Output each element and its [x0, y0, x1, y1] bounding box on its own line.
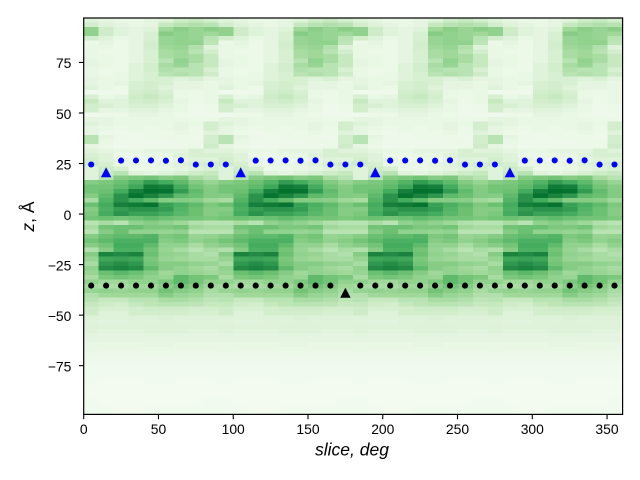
- svg-text:−75: −75: [48, 359, 72, 375]
- svg-text:100: 100: [222, 421, 245, 437]
- svg-text:0: 0: [80, 421, 88, 437]
- svg-text:350: 350: [595, 421, 618, 437]
- svg-text:−25: −25: [48, 257, 72, 273]
- svg-text:slice, deg: slice, deg: [315, 440, 389, 460]
- svg-text:300: 300: [521, 421, 544, 437]
- svg-text:250: 250: [446, 421, 469, 437]
- svg-text:−50: −50: [48, 308, 72, 324]
- svg-text:50: 50: [56, 106, 72, 122]
- svg-text:200: 200: [371, 421, 394, 437]
- svg-text:z, Å: z, Å: [18, 201, 38, 232]
- svg-text:75: 75: [56, 55, 72, 71]
- svg-text:25: 25: [56, 156, 72, 172]
- svg-text:0: 0: [64, 207, 72, 223]
- svg-text:50: 50: [151, 421, 167, 437]
- svg-text:150: 150: [296, 421, 319, 437]
